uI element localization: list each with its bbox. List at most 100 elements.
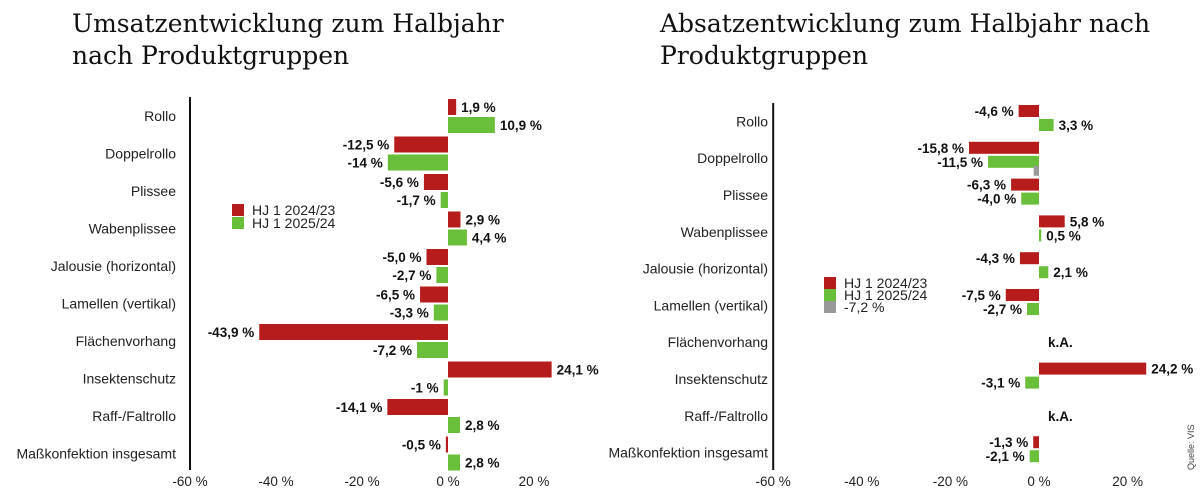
data-label: -12,5 % [343, 138, 390, 153]
data-label: -7,5 % [962, 288, 1001, 303]
bar-hj1-2025-24 [387, 154, 448, 171]
data-label: 24,1 % [557, 363, 599, 378]
bar-hj1-2024-23 [448, 211, 461, 228]
chart-title-absatz: Absatzentwicklung zum Halbjahr nach Prod… [660, 9, 1151, 70]
category-label: Doppelrollo [697, 150, 768, 166]
data-label: 1,9 % [461, 100, 496, 115]
data-label: -1,3 % [989, 435, 1028, 450]
legend-entry: -7,2 % [844, 299, 884, 315]
bar-hj1-2024-23 [1018, 105, 1039, 117]
bar-hj1-2024-23 [394, 136, 448, 153]
bar-hj1-2025-24 [448, 417, 461, 433]
chart-title-umsatz: Umsatzentwicklung zum Halbjahr nach Prod… [72, 9, 504, 70]
x-tick-label: -40 % [844, 474, 879, 489]
category-label: Flächenvorhang [76, 333, 176, 349]
legend-swatch [824, 289, 836, 301]
bar-hj1-2025-24 [1025, 376, 1039, 389]
legend-entry: HJ 1 2024/23 [252, 202, 335, 218]
data-label: 5,8 % [1070, 214, 1105, 229]
bar-hj1-2025-24 [417, 342, 448, 358]
data-label: -5,6 % [380, 175, 419, 190]
category-label: Insektenschutz [675, 371, 768, 387]
bar-hj1-2024-23 [387, 399, 448, 415]
bar-hj1-2025-24 [448, 454, 461, 471]
na-label: k.A. [1048, 409, 1073, 424]
bar-hj1-2025-24 [1029, 450, 1039, 463]
data-label: 4,4 % [472, 231, 507, 246]
data-label: -7,2 % [373, 343, 412, 358]
bar-hj1-2025-24 [1027, 303, 1039, 315]
bar-hj1-2024-23 [1019, 252, 1039, 265]
bar-hj1-2024-23 [1011, 178, 1039, 191]
legend-swatch [232, 204, 244, 216]
data-label: 24,2 % [1151, 362, 1193, 377]
category-label: Raff-/Faltrollo [684, 408, 768, 424]
category-label: Maßkonfektion insgesamt [16, 445, 176, 461]
x-tick-label: -20 % [933, 474, 968, 489]
category-label: Lamellen (vertikal) [654, 297, 768, 313]
bar-hj1-2025-24 [1021, 192, 1039, 205]
category-label: Jalousie (horizontal) [643, 261, 768, 277]
data-label: -11,5 % [937, 155, 983, 170]
bar-hj1-2024-23 [448, 99, 457, 115]
data-label: -2,7 % [983, 302, 1022, 317]
legend-entry: HJ 1 2025/24 [252, 215, 335, 231]
umsatz-bar-chart: -60 % -40 % -20 % 0 % 20 % Rollo 1,9 % 10,9 % Do… [16, 97, 599, 489]
legend-entry: HJ 1 2025/24 [844, 287, 927, 303]
x-tick-label: 20 % [519, 474, 550, 489]
bar-hj1-2024-23 [969, 141, 1039, 154]
bar-extra [1033, 165, 1039, 176]
x-tick-label: -40 % [258, 474, 293, 489]
data-label: -4,0 % [977, 192, 1016, 207]
category-label: Plissee [723, 187, 768, 203]
legend-swatch [824, 301, 836, 313]
data-label: -4,6 % [975, 104, 1014, 119]
data-label: 3,3 % [1059, 118, 1094, 133]
bar-hj1-2024-23 [426, 249, 448, 265]
data-label: 2,8 % [465, 418, 500, 433]
bar-hj1-2025-24 [1039, 119, 1054, 131]
data-label: 10,9 % [500, 118, 542, 133]
bar-hj1-2025-24 [1039, 229, 1042, 242]
category-label: Insektenschutz [83, 370, 176, 386]
data-label: -2,7 % [392, 268, 431, 283]
data-label: -6,5 % [376, 288, 415, 303]
data-label: -3,3 % [390, 306, 429, 321]
data-label: 0,5 % [1046, 228, 1081, 243]
data-label: -2,1 % [986, 449, 1025, 464]
data-label: -1 % [411, 381, 439, 396]
source-note: Quelle: VIS [1186, 424, 1196, 470]
legend-swatch [824, 277, 836, 289]
bar-hj1-2025-24 [443, 379, 448, 396]
category-label: Wabenplissee [681, 224, 769, 240]
data-label: -5,0 % [382, 250, 421, 265]
data-label: -1,7 % [397, 193, 436, 208]
data-label: 2,9 % [465, 213, 500, 228]
category-label: Rollo [736, 113, 768, 129]
data-label: -14,1 % [336, 400, 383, 415]
bar-hj1-2025-24 [440, 192, 448, 208]
bar-hj1-2024-23 [448, 361, 552, 378]
data-label: -6,3 % [967, 178, 1006, 193]
bar-hj1-2024-23 [1005, 289, 1039, 301]
bar-hj1-2025-24 [988, 155, 1039, 168]
bar-hj1-2025-24 [448, 229, 467, 246]
bar-hj1-2024-23 [420, 286, 448, 303]
x-tick-label: -60 % [756, 474, 791, 489]
data-label: -14 % [348, 156, 383, 171]
category-label: Jalousie (horizontal) [51, 258, 176, 274]
bar-hj1-2024-23 [1039, 215, 1065, 228]
bar-hj1-2025-24 [448, 117, 495, 133]
data-label: 2,1 % [1053, 265, 1088, 280]
data-label: -3,1 % [981, 376, 1020, 391]
legend-entry: HJ 1 2024/23 [844, 275, 927, 291]
category-label: Rollo [144, 108, 176, 124]
category-label: Flächenvorhang [668, 334, 768, 350]
category-label: Doppelrollo [105, 145, 176, 161]
data-label: -43,9 % [208, 325, 255, 340]
bar-hj1-2025-24 [433, 304, 448, 321]
category-label: Raff-/Faltrollo [92, 408, 176, 424]
category-label: Plissee [131, 183, 176, 199]
x-tick-label: -20 % [344, 474, 379, 489]
